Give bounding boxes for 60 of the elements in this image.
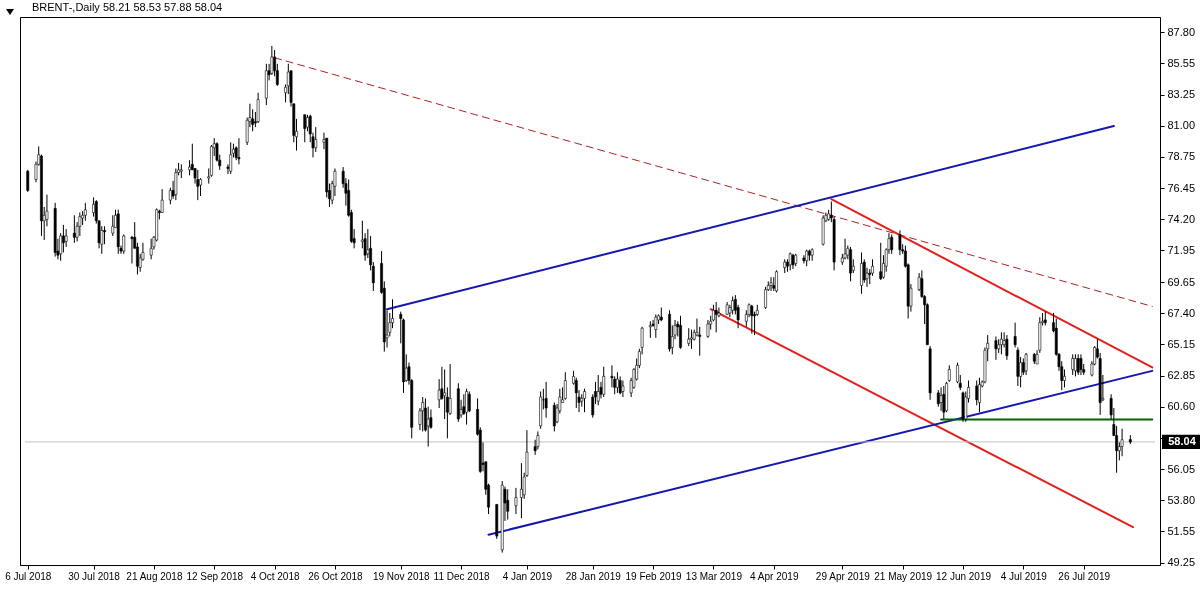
candlestick [149, 238, 153, 260]
y-tick-label: 69.65 [1167, 275, 1196, 288]
y-tick-label: 76.45 [1167, 181, 1196, 194]
candlestick [174, 167, 178, 201]
x-tick-label: 29 Apr 2019 [815, 570, 871, 582]
y-tick-label: 87.80 [1167, 25, 1196, 38]
candlestick [506, 488, 510, 521]
candlestick [860, 251, 863, 295]
y-tick-label: 85.55 [1167, 56, 1196, 69]
x-tick-label: 21 May 2019 [874, 570, 933, 582]
x-tick-label: 28 Jan 2019 [565, 570, 622, 582]
candlestick [544, 381, 548, 419]
y-tick-label: 67.40 [1167, 306, 1196, 319]
candlestick [1120, 428, 1124, 457]
x-tick-label: 4 Oct 2018 [250, 570, 300, 582]
x-tick-label: 26 Oct 2018 [308, 570, 364, 582]
chart-title: BRENT-,Daily 58.21 58.53 57.88 58.04 [32, 1, 223, 13]
x-tick-label: 19 Feb 2019 [625, 570, 683, 582]
candlestick [270, 45, 274, 76]
candlestick [802, 254, 806, 264]
candlestick [26, 169, 30, 193]
y-tick-label: 49.25 [1167, 556, 1196, 569]
x-tick-label: 26 Jul 2019 [1058, 570, 1111, 582]
y-tick-label: 71.95 [1167, 243, 1196, 256]
y-tick-label: 51.55 [1167, 524, 1196, 537]
candlestick [1109, 393, 1113, 420]
y-tick-label: 74.20 [1167, 212, 1196, 225]
candlestick [421, 396, 425, 432]
x-tick-label: 4 Apr 2019 [750, 570, 799, 582]
candlestick [256, 92, 260, 124]
candlestick [1005, 334, 1009, 361]
candlestick [602, 366, 606, 398]
y-tick-label: 78.75 [1167, 150, 1196, 163]
y-tick-label: 65.15 [1167, 337, 1196, 350]
x-tick-label: 21 Aug 2018 [126, 570, 183, 582]
x-tick-label: 13 Mar 2019 [685, 570, 743, 582]
ref-line-label: 58.04 [1168, 434, 1197, 447]
y-tick-label: 60.60 [1167, 400, 1196, 413]
x-tick-label: 12 Sep 2018 [186, 570, 244, 582]
x-tick-label: 19 Nov 2018 [372, 570, 431, 582]
x-tick-label: 4 Jul 2019 [1000, 570, 1048, 582]
candlestick [465, 388, 468, 426]
y-tick-label: 81.00 [1167, 119, 1196, 132]
y-tick-label: 53.80 [1167, 493, 1196, 506]
candlestick [1013, 322, 1017, 348]
candlestick [942, 385, 946, 420]
x-tick-label: 12 Jun 2019 [935, 570, 992, 582]
candlestick [621, 380, 625, 398]
candlestick [890, 234, 894, 255]
candlestick [111, 214, 115, 237]
x-tick-label: 30 Jul 2018 [68, 570, 121, 582]
x-tick-label: 11 Dec 2018 [433, 570, 491, 582]
x-tick-label: 4 Jan 2019 [502, 570, 553, 582]
y-tick-label: 62.85 [1167, 369, 1196, 382]
candlestick [514, 487, 518, 515]
candlestick [92, 196, 95, 218]
y-tick-label: 56.05 [1167, 462, 1196, 475]
candlestick [314, 126, 318, 153]
y-tick-label: 83.25 [1167, 88, 1196, 101]
x-tick-label: 6 Jul 2018 [5, 570, 52, 582]
